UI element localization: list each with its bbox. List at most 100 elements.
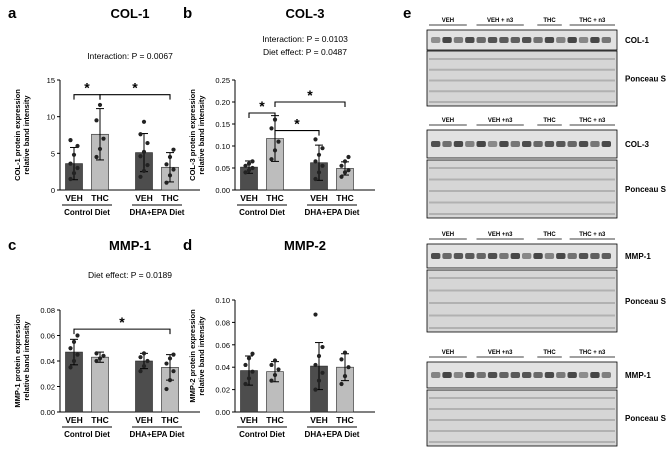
ponceau-label: Ponceau S <box>625 75 667 84</box>
blot-band <box>453 37 464 43</box>
y-tick-label: 0.08 <box>215 318 230 327</box>
data-point <box>320 344 325 350</box>
data-point <box>71 358 77 364</box>
data-point <box>167 173 173 178</box>
blot-band <box>499 372 509 378</box>
lane-group-label: VEH + n3 <box>487 18 514 24</box>
x-tick-label: VEH <box>65 415 82 425</box>
y-tick-label: 0.10 <box>215 142 230 151</box>
x-tick-label: THC <box>91 193 108 203</box>
data-point <box>94 154 99 160</box>
data-point <box>141 149 147 154</box>
lane-group-label: THC <box>543 18 556 24</box>
blot-band <box>499 253 509 259</box>
data-point <box>164 386 169 392</box>
data-point <box>250 159 255 164</box>
blot-band <box>510 253 520 259</box>
y-axis-label-line: MMP-1 protein expression <box>13 314 22 408</box>
protein-label: COL-1 <box>625 36 650 45</box>
y-axis-label-line: relative band intensity <box>22 321 31 401</box>
x-tick-label: THC <box>91 415 108 425</box>
chart-title: COL-1 <box>111 6 150 21</box>
data-point <box>75 352 80 357</box>
data-point <box>272 372 278 378</box>
data-point <box>171 147 176 152</box>
blot-band <box>499 37 509 43</box>
data-point <box>339 381 344 387</box>
blot-band <box>476 37 486 43</box>
data-point <box>97 102 103 108</box>
y-axis-label-line: COL-1 protein expression <box>13 89 22 181</box>
blot-band <box>465 141 475 147</box>
x-tick-label: THC <box>161 415 178 425</box>
y-axis-label: MMP-2 protein expressionrelative band in… <box>188 309 206 403</box>
data-point <box>250 165 255 171</box>
blot-row: VEH VEH + n3 THC THC + n3 COL-1 Ponceau S <box>426 18 667 107</box>
significance-star: * <box>259 98 265 114</box>
protein-label: COL-3 <box>625 140 650 149</box>
y-tick-label: 0 <box>51 186 55 195</box>
blot-band <box>465 372 475 378</box>
blot-band <box>522 372 532 378</box>
lane-group-label: THC + n3 <box>579 18 606 24</box>
group-label: DHA+EPA Diet <box>305 430 360 439</box>
y-tick-label: 0.00 <box>40 408 55 417</box>
data-point <box>269 378 274 383</box>
data-point <box>316 152 322 157</box>
data-point <box>250 369 255 374</box>
y-axis-label: MMP-1 protein expressionrelative band in… <box>13 314 31 408</box>
data-point <box>145 140 150 146</box>
significance-star: * <box>307 87 313 103</box>
blot-band <box>601 372 611 378</box>
group-label: DHA+EPA Diet <box>305 208 360 217</box>
panel-letter: e <box>403 5 411 22</box>
lane-group-label: THC <box>543 118 556 124</box>
x-tick-label: VEH <box>135 415 152 425</box>
x-tick-label: THC <box>336 415 353 425</box>
data-point <box>342 170 348 175</box>
y-tick-label: 0.10 <box>215 296 230 305</box>
data-point <box>68 346 73 351</box>
blot-band <box>465 253 475 259</box>
blot-band <box>510 141 520 147</box>
blot-band <box>522 253 532 259</box>
data-point <box>94 358 99 364</box>
data-point <box>138 174 143 179</box>
data-point <box>101 136 106 141</box>
significance-bracket <box>274 101 346 107</box>
significance-star: * <box>119 314 125 330</box>
blot-band <box>590 37 600 43</box>
blot-band <box>601 141 611 147</box>
blot-band <box>442 372 452 378</box>
data-point <box>101 353 106 358</box>
blot-band <box>567 253 577 259</box>
data-point <box>339 163 344 168</box>
y-tick-label: 0.04 <box>215 363 230 372</box>
y-axis-label-line: COL-3 protein expression <box>188 89 197 181</box>
data-point <box>320 146 325 151</box>
data-point <box>316 378 322 383</box>
data-point <box>269 157 274 162</box>
data-point <box>313 362 318 368</box>
panel-letter: a <box>8 5 17 22</box>
data-point <box>246 356 252 361</box>
data-point <box>138 154 143 159</box>
blot-band <box>453 372 464 378</box>
data-point <box>246 161 252 166</box>
data-point <box>68 161 73 166</box>
data-point <box>68 365 73 370</box>
y-tick-label: 0.00 <box>215 186 230 195</box>
y-tick-label: 0.06 <box>215 341 230 350</box>
data-point <box>167 356 173 361</box>
data-point <box>138 369 143 374</box>
blot-band <box>510 372 520 378</box>
x-tick-label: THC <box>266 193 283 203</box>
data-point <box>269 126 274 131</box>
group-label: Control Diet <box>239 208 285 217</box>
significance-star: * <box>84 80 90 96</box>
lane-group-label: THC + n3 <box>579 350 606 356</box>
stat-annotation: Interaction: P = 0.0103 <box>262 34 348 44</box>
group-label: Control Diet <box>64 208 110 217</box>
blot-band <box>533 141 543 147</box>
y-tick-label: 10 <box>47 113 55 122</box>
